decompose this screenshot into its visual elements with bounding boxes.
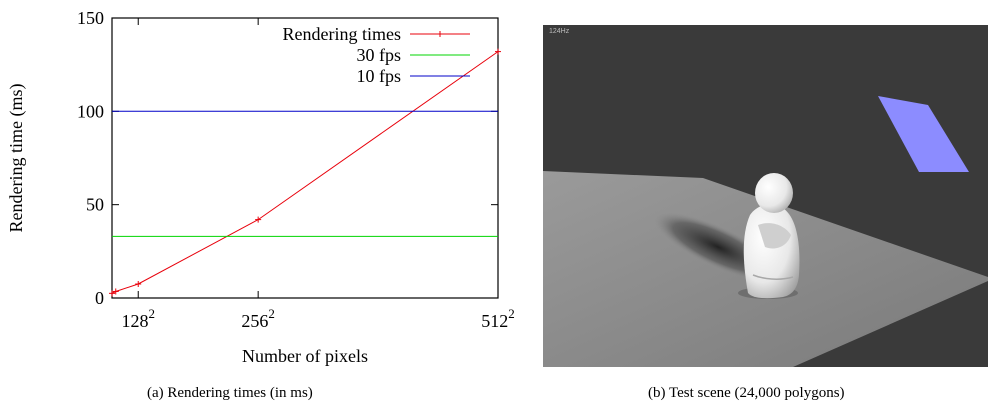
x-axis: 1282 2562 5122 [121,18,515,331]
x-tick-base: 128 [121,311,148,331]
x-tick-base: 256 [241,311,268,331]
legend-label: 10 fps [357,66,402,86]
x-tick-exponent: 2 [148,306,155,321]
caption-right: (b) Test scene (24,000 polygons) [648,385,845,401]
buddha-statue [738,173,800,299]
x-tick-base: 512 [481,311,508,331]
area-light [878,96,969,172]
data-point [112,288,119,295]
framerate-label: 124Hz [549,28,570,35]
data-point [109,290,115,297]
data-point [135,281,142,287]
test-scene-render: 124Hz [543,25,988,367]
x-tick-label: 5122 [481,306,515,331]
x-tick-label: 2562 [241,306,275,331]
y-tick-label: 100 [77,101,104,121]
y-tick-label: 0 [95,288,104,308]
data-point [495,48,501,55]
series-group [109,48,501,297]
x-tick-exponent: 2 [508,306,515,321]
legend-label: 30 fps [357,45,402,65]
legend-label: Rendering times [283,24,401,44]
plot-frame [111,17,499,299]
x-tick-exponent: 2 [268,306,275,321]
x-tick-label: 1282 [121,306,155,331]
y-tick-label: 50 [86,195,104,215]
scene-canvas [543,25,988,367]
y-axis-label: Rendering time (ms) [6,84,27,233]
y-tick-label: 150 [77,8,104,28]
caption-left: (a) Rendering times (in ms) [147,385,313,401]
data-point [255,216,262,223]
series-line-0 [111,51,499,294]
x-axis-label: Number of pixels [242,346,368,366]
plot-border [111,17,499,299]
y-axis: 0 50 100 150 [77,8,498,308]
